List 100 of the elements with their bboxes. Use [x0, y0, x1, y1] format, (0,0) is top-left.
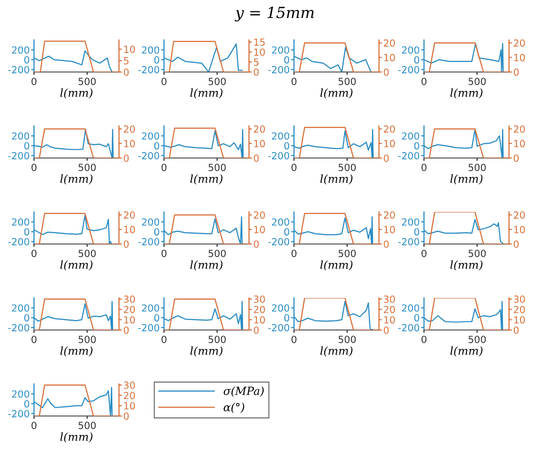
- y-tick-label: 0: [414, 314, 420, 322]
- x-tick-label: 0: [422, 164, 426, 172]
- y-tick-label: -200: [268, 324, 290, 332]
- y-tick-label: 200: [12, 218, 30, 226]
- x-tick-label: 0: [32, 164, 36, 172]
- y-tick-label: 200: [12, 132, 30, 140]
- y2-tick-label: 10: [384, 316, 395, 324]
- y2-tick-label: 10: [124, 226, 135, 234]
- x-tick-label: 500: [338, 78, 356, 86]
- y-tick-label: -200: [138, 324, 160, 332]
- y2-tick-label: 10: [514, 316, 525, 324]
- y-tick-label: 0: [414, 56, 420, 64]
- y2-tick-label: 10: [384, 140, 395, 148]
- x-tick-label: 0: [422, 78, 426, 86]
- y2-tick-label: 20: [384, 39, 395, 47]
- y-tick-label: -200: [268, 152, 290, 160]
- y-tick-label: -200: [398, 152, 420, 160]
- y2-tick-label: 10: [514, 140, 525, 148]
- x-axis-title: l(mm): [450, 88, 482, 99]
- y2-tick-label: 10: [254, 140, 265, 148]
- y-tick-label: 200: [142, 132, 160, 140]
- y2-tick-label: 30: [254, 296, 265, 303]
- y-tick-label: 200: [402, 218, 420, 226]
- y-tick-label: 200: [272, 46, 290, 54]
- y2-tick-label: 20: [384, 306, 395, 314]
- y-tick-label: 0: [154, 56, 160, 64]
- y2-tick-label: 10: [124, 46, 135, 53]
- y2-tick-label: 10: [124, 140, 135, 148]
- y2-tick-label: 0: [254, 240, 259, 248]
- x-tick-label: 500: [338, 164, 356, 172]
- y-tick-label: 200: [12, 304, 30, 312]
- y2-tick-label: 0: [514, 326, 519, 334]
- x-tick-label: 500: [208, 164, 226, 172]
- y-tick-label: 0: [284, 142, 290, 150]
- y-tick-label: 0: [154, 314, 160, 322]
- y2-tick-label: 10: [254, 226, 265, 234]
- y2-tick-label: 0: [384, 154, 389, 162]
- x-axis-title: l(mm): [60, 260, 92, 271]
- x-axis-title: l(mm): [60, 88, 92, 99]
- y-tick-label: 0: [284, 56, 290, 64]
- y2-tick-label: 30: [124, 382, 135, 389]
- x-tick-label: 0: [422, 250, 426, 258]
- y2-tick-label: 0: [514, 68, 519, 76]
- y2-tick-label: 30: [384, 296, 395, 303]
- y-tick-label: 0: [24, 400, 30, 408]
- x-axis-title: l(mm): [320, 88, 352, 99]
- y2-tick-label: 10: [254, 48, 265, 56]
- chart-title: y = 15mm: [234, 6, 314, 22]
- x-tick-label: 0: [32, 250, 36, 258]
- y-tick-label: 200: [272, 132, 290, 140]
- y-tick-label: -200: [268, 66, 290, 74]
- x-axis-title: l(mm): [60, 174, 92, 185]
- x-tick-label: 500: [468, 78, 486, 86]
- x-axis-title: l(mm): [190, 346, 222, 357]
- x-tick-label: 500: [208, 250, 226, 258]
- x-tick-label: 0: [292, 336, 296, 344]
- x-tick-label: 500: [468, 164, 486, 172]
- y-tick-label: 0: [154, 228, 160, 236]
- y2-tick-label: 20: [124, 211, 135, 219]
- y-tick-label: -200: [8, 410, 30, 418]
- x-tick-label: 0: [32, 78, 36, 86]
- y2-tick-label: 20: [514, 306, 525, 314]
- y2-tick-label: 30: [514, 296, 525, 303]
- x-axis-title: l(mm): [320, 174, 352, 185]
- x-tick-label: 500: [208, 78, 226, 86]
- y2-tick-label: 10: [384, 54, 395, 62]
- y2-tick-label: 0: [124, 412, 129, 420]
- y2-tick-label: 10: [254, 316, 265, 324]
- y2-tick-label: 5: [254, 58, 259, 66]
- y2-tick-label: 10: [514, 54, 525, 62]
- x-tick-label: 0: [162, 164, 166, 172]
- x-tick-label: 500: [78, 336, 96, 344]
- y2-tick-label: 20: [514, 211, 525, 219]
- y2-tick-label: 20: [384, 125, 395, 133]
- y2-tick-label: 0: [124, 240, 129, 248]
- x-tick-label: 0: [292, 250, 296, 258]
- y2-tick-label: 0: [254, 154, 259, 162]
- y-tick-label: 200: [12, 390, 30, 398]
- y2-tick-label: 20: [384, 211, 395, 219]
- y-tick-label: -200: [398, 66, 420, 74]
- x-tick-label: 0: [162, 78, 166, 86]
- y2-tick-label: 5: [124, 57, 129, 64]
- x-tick-label: 500: [78, 422, 96, 430]
- x-tick-label: 500: [468, 250, 486, 258]
- y2-tick-label: 0: [254, 68, 259, 76]
- x-tick-label: 0: [292, 164, 296, 172]
- y-tick-label: 0: [284, 228, 290, 236]
- y-tick-label: -200: [8, 66, 30, 74]
- y2-tick-label: 20: [254, 125, 265, 133]
- x-tick-label: 0: [162, 336, 166, 344]
- y2-tick-label: 20: [124, 392, 135, 400]
- y2-tick-label: 0: [384, 68, 389, 76]
- x-axis-title: l(mm): [190, 260, 222, 271]
- y2-tick-label: 0: [124, 154, 129, 162]
- y-tick-label: 0: [24, 142, 30, 150]
- x-tick-label: 500: [468, 336, 486, 344]
- y-tick-label: -200: [8, 152, 30, 160]
- x-axis-title: l(mm): [450, 260, 482, 271]
- x-tick-label: 0: [162, 250, 166, 258]
- y2-tick-label: 15: [254, 38, 265, 46]
